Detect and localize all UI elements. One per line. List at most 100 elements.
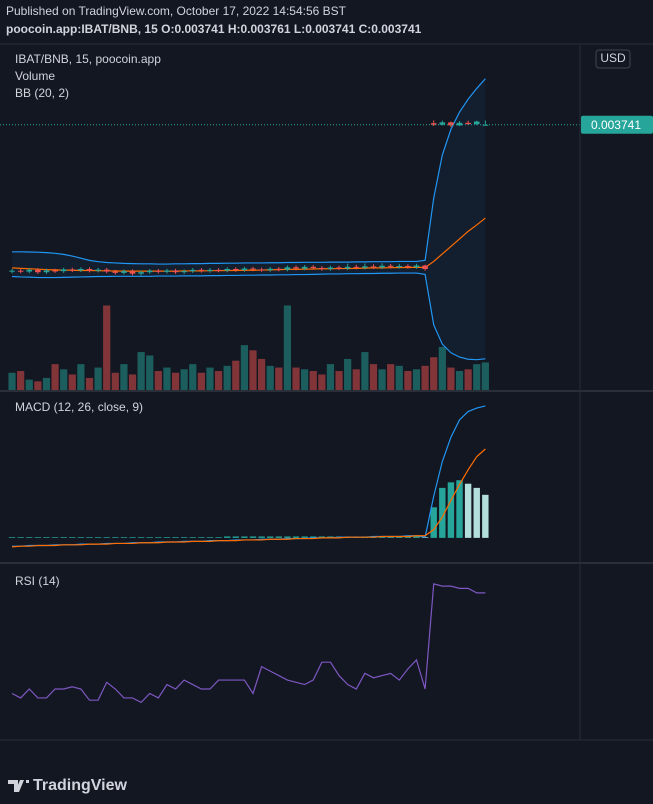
histogram-bar [26, 537, 33, 538]
candle-body [370, 266, 377, 268]
candle-body [353, 266, 360, 268]
volume-bar [283, 305, 292, 390]
histogram-bar [292, 536, 300, 538]
frame [0, 43, 653, 741]
histogram-bar [198, 537, 205, 538]
volume-bar [232, 360, 240, 390]
candle-body [396, 265, 403, 267]
candle-body [362, 266, 368, 268]
currency-box [595, 49, 631, 69]
candle-body [473, 121, 480, 125]
candle-body [198, 269, 205, 271]
histogram-bar [439, 487, 446, 538]
candle-body [387, 265, 394, 267]
last-price-box [581, 115, 653, 134]
volume-bar [412, 369, 421, 390]
candle-body [26, 269, 33, 272]
candle-body [138, 272, 144, 274]
volume-bar [25, 379, 33, 390]
histogram-bar [464, 483, 472, 538]
histogram-bar [94, 537, 102, 538]
volume-bar [197, 372, 205, 390]
mark-layer [0, 78, 580, 704]
candle-body [430, 123, 437, 125]
volume-bar [481, 362, 489, 390]
histogram-bar [155, 537, 162, 538]
volume-bar [395, 365, 403, 390]
histogram-bar [275, 536, 283, 538]
bb-fill [12, 78, 486, 360]
histogram-bar [206, 537, 214, 538]
candle-body [413, 265, 420, 268]
histogram-bar [112, 537, 119, 538]
candle-body [215, 269, 222, 271]
candle-body [301, 266, 308, 269]
histogram-bar [430, 507, 437, 538]
candle-body [164, 270, 170, 272]
volume-bar [249, 350, 257, 390]
logo-text: TradingView [33, 777, 128, 794]
histogram-bar [120, 537, 128, 538]
candle-body [482, 124, 489, 126]
volume-bar [387, 364, 395, 390]
candle-body [60, 269, 67, 272]
histogram-bar [180, 537, 188, 538]
bb-legend: BB (20, 2) [15, 86, 69, 100]
volume-bar [421, 365, 429, 390]
volume-bar [137, 352, 145, 390]
volume-bar [189, 364, 197, 390]
volume-bar [361, 352, 369, 390]
candle-body [336, 267, 342, 269]
volume-bar [240, 345, 248, 390]
histogram-bar [284, 536, 291, 538]
histogram-bar [258, 536, 265, 538]
candle-body [422, 265, 428, 269]
volume-bar [378, 369, 386, 390]
candle-body [181, 271, 187, 273]
histogram-bar [447, 482, 455, 538]
candle-body [146, 270, 153, 273]
volume-bar [120, 364, 128, 390]
candle-body [379, 265, 385, 268]
volume-bar [146, 355, 154, 390]
candle-body [121, 271, 127, 273]
candle-body [69, 269, 76, 271]
candle-body [276, 268, 282, 270]
candle-body [86, 268, 93, 271]
candle-body [293, 267, 299, 269]
histogram-bar [51, 537, 59, 538]
candle-body [327, 267, 334, 269]
histogram-bar [482, 494, 489, 538]
histogram-bar [60, 537, 67, 538]
volume-bar [51, 364, 59, 390]
volume-bar [301, 369, 309, 390]
bollinger-lower-line [12, 272, 486, 361]
volume-bar [464, 369, 472, 390]
macd-legend: MACD (12, 26, close, 9) [15, 400, 143, 414]
histogram-bar [327, 536, 334, 538]
candle-body [78, 268, 84, 271]
published-line: Published on TradingView.com, October 17… [6, 4, 347, 18]
candle-body [241, 268, 248, 271]
candle-body [284, 267, 291, 270]
histogram-bar [163, 537, 171, 538]
volume-bar [34, 381, 42, 390]
volume-bar [473, 364, 481, 390]
candle-body [465, 122, 471, 125]
volume-legend: Volume [15, 69, 55, 83]
volume-bar [309, 371, 317, 390]
volume-bar [171, 372, 180, 390]
candle-body [189, 269, 196, 272]
candle-body [319, 267, 325, 269]
logo: TradingView [8, 777, 128, 794]
volume-bar [68, 374, 76, 390]
values-line [11, 583, 486, 704]
overlay-layer: 0.003741 USD [581, 49, 653, 134]
rsi-legend: RSI (14) [15, 574, 60, 588]
volume-bar [103, 305, 111, 390]
histogram-bar [413, 536, 420, 538]
candle-body [95, 269, 101, 271]
histogram-bar [378, 536, 386, 538]
signal-line [12, 448, 486, 548]
